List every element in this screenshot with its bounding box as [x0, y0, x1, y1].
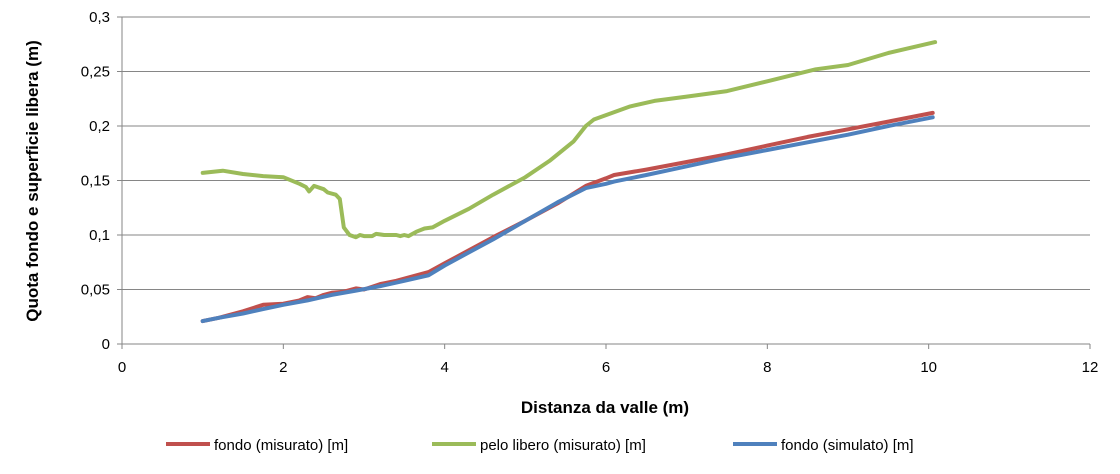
gridlines: [117, 16, 1090, 345]
x-axis-title: Distanza da valle (m): [521, 398, 689, 417]
legend-label: fondo (simulato) [m]: [781, 437, 914, 454]
x-tick-label: 4: [440, 359, 448, 376]
x-tick-label: 0: [118, 359, 126, 376]
y-axis-title: Quota fondo e superficie libera (m): [23, 40, 42, 321]
x-tick-label: 6: [602, 359, 610, 376]
series-line-3: [200, 115, 935, 324]
y-tick-label: 0,1: [89, 227, 110, 244]
series-lines: [200, 40, 938, 324]
axes: [121, 17, 1091, 349]
series-line-2: [200, 40, 938, 240]
y-tick-label: 0,2: [89, 118, 110, 135]
legend-label: fondo (misurato) [m]: [214, 437, 348, 454]
y-tick-label: 0,25: [81, 64, 110, 81]
x-tick-label: 10: [920, 359, 937, 376]
legend-label: pelo libero (misurato) [m]: [480, 437, 646, 454]
series-line-1: [200, 110, 935, 324]
x-tick-label: 2: [279, 359, 287, 376]
y-tick-label: 0,3: [89, 9, 110, 26]
x-tick-label: 8: [763, 359, 771, 376]
y-tick-label: 0,05: [81, 282, 110, 299]
y-tick-labels: 0 0,05 0,1 0,15 0,2 0,25 0,3: [81, 9, 110, 353]
x-tick-label: 12: [1082, 359, 1099, 376]
y-tick-label: 0,15: [81, 173, 110, 190]
y-tick-label: 0: [102, 336, 110, 353]
x-tick-labels: 0 2 4 6 8 10 12: [118, 359, 1099, 376]
legend: fondo (misurato) [m] pelo libero (misurat…: [166, 437, 914, 454]
